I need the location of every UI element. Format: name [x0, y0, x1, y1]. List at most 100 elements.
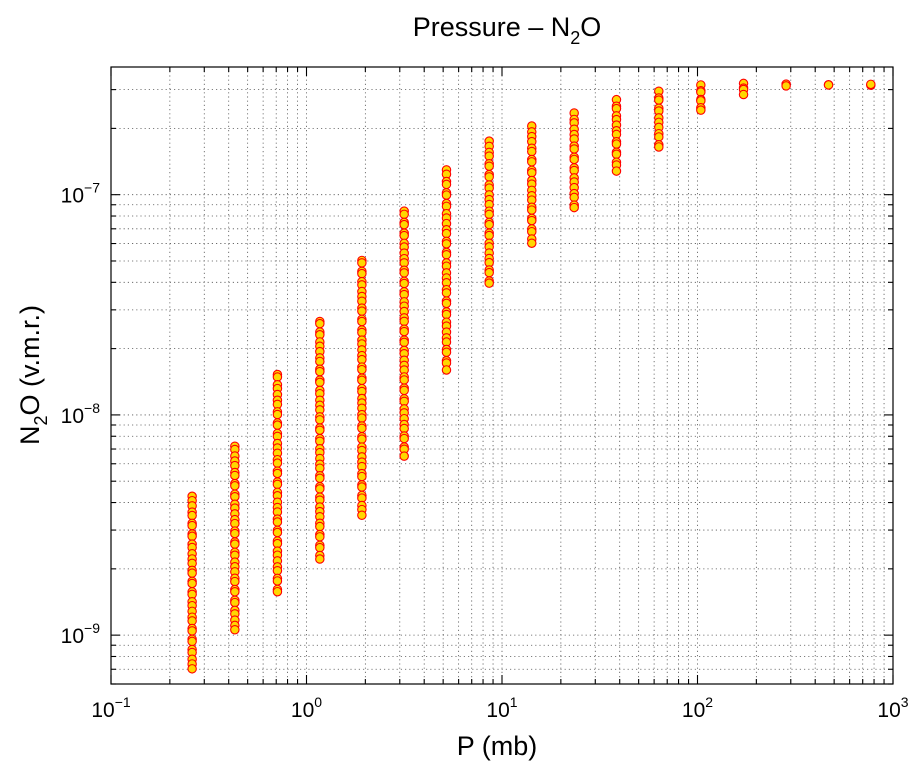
data-point — [527, 238, 537, 248]
data-point — [484, 278, 494, 288]
data-point — [484, 172, 494, 182]
data-point — [738, 89, 749, 100]
y-tick-label: 10−9 — [61, 620, 101, 648]
x-tick-label-exp: 2 — [705, 694, 713, 710]
y-tick-label-exp: −7 — [84, 180, 100, 196]
x-tick-label: 102 — [682, 694, 713, 722]
data-point — [272, 517, 283, 527]
grid-lines — [111, 67, 893, 685]
y-tick-label: 10−7 — [61, 180, 101, 208]
chart-title-main: Pressure – N — [413, 12, 571, 42]
chart-title: Pressure – N2O — [413, 12, 602, 48]
data-point — [357, 364, 367, 375]
data-point — [441, 365, 452, 375]
data-point — [230, 597, 240, 608]
data-point — [484, 230, 494, 241]
data-point — [272, 468, 283, 479]
data-point — [230, 576, 240, 587]
data-point — [441, 347, 452, 357]
data-point — [315, 415, 325, 425]
data-point — [569, 144, 579, 154]
data-point — [484, 209, 494, 220]
data-point — [357, 482, 367, 492]
data-point — [315, 532, 325, 542]
data-point — [315, 425, 325, 435]
data-point — [399, 451, 409, 461]
data-point — [187, 568, 197, 578]
data-point — [230, 481, 240, 491]
y-tick-label-base: 10 — [61, 625, 84, 648]
data-point — [654, 95, 664, 105]
data-point — [187, 636, 197, 647]
data-point — [357, 258, 367, 268]
chart-title-tail: O — [580, 12, 601, 42]
chart-title-sub: 2 — [570, 28, 580, 48]
data-point — [399, 209, 409, 220]
x-tick-label: 101 — [486, 694, 517, 722]
data-point — [399, 337, 409, 348]
data-point — [441, 298, 452, 309]
x-tick-label-base: 10 — [91, 699, 114, 722]
data-point — [357, 434, 367, 444]
data-point — [696, 105, 706, 115]
data-point — [272, 576, 283, 586]
data-point — [399, 326, 409, 337]
data-point — [399, 268, 409, 278]
data-point — [357, 306, 367, 316]
y-tick-label-base: 10 — [61, 185, 84, 208]
data-point — [399, 375, 409, 385]
x-tick-label-exp: 1 — [510, 694, 518, 710]
x-tick-label-base: 10 — [486, 699, 509, 722]
data-point — [187, 510, 197, 521]
data-point — [399, 385, 409, 396]
data-point — [823, 80, 834, 90]
data-point — [187, 664, 197, 674]
data-point — [441, 309, 452, 320]
data-point — [441, 249, 452, 260]
data-point — [187, 626, 197, 636]
x-tick-label-base: 10 — [877, 699, 900, 722]
data-point — [230, 587, 240, 597]
data-point — [654, 132, 664, 142]
data-point — [230, 539, 240, 549]
data-point — [441, 228, 452, 239]
data-point — [654, 142, 664, 152]
data-point — [569, 202, 579, 213]
data-point — [315, 377, 325, 388]
data-point — [399, 316, 409, 327]
data-point — [272, 458, 283, 468]
data-point — [357, 268, 367, 279]
data-point — [441, 239, 452, 249]
data-point — [357, 423, 367, 434]
data-point — [527, 167, 537, 178]
data-point — [441, 179, 452, 190]
data-point — [399, 230, 409, 241]
data-point — [315, 554, 325, 564]
data-points — [187, 78, 876, 674]
data-point — [399, 433, 409, 444]
data-point — [527, 157, 537, 167]
y-axis-label-main: N — [15, 426, 45, 446]
x-tick-label: 100 — [291, 694, 322, 722]
y-tick-label-exp: −9 — [84, 620, 100, 636]
y-tick-labels: 10−910−810−7 — [61, 180, 101, 648]
data-point — [611, 139, 622, 149]
data-point — [272, 420, 283, 430]
data-point — [187, 578, 197, 589]
x-tick-label-exp: 0 — [314, 694, 322, 710]
data-point — [866, 79, 876, 90]
x-tick-labels: 10−1 100 101 102 103 — [91, 694, 908, 722]
data-point — [230, 625, 240, 635]
data-point — [527, 205, 537, 215]
x-tick-label-base: 10 — [291, 699, 314, 722]
data-point — [527, 215, 537, 226]
data-point — [230, 528, 240, 539]
data-point — [441, 190, 452, 200]
y-tick-label-exp: −8 — [84, 400, 100, 416]
data-point — [527, 146, 537, 157]
data-point — [357, 413, 367, 423]
data-point — [399, 278, 409, 289]
y-axis-label: N2O (v.m.r.) — [15, 305, 51, 445]
axis-ticks — [110, 67, 894, 685]
data-point — [315, 521, 325, 532]
